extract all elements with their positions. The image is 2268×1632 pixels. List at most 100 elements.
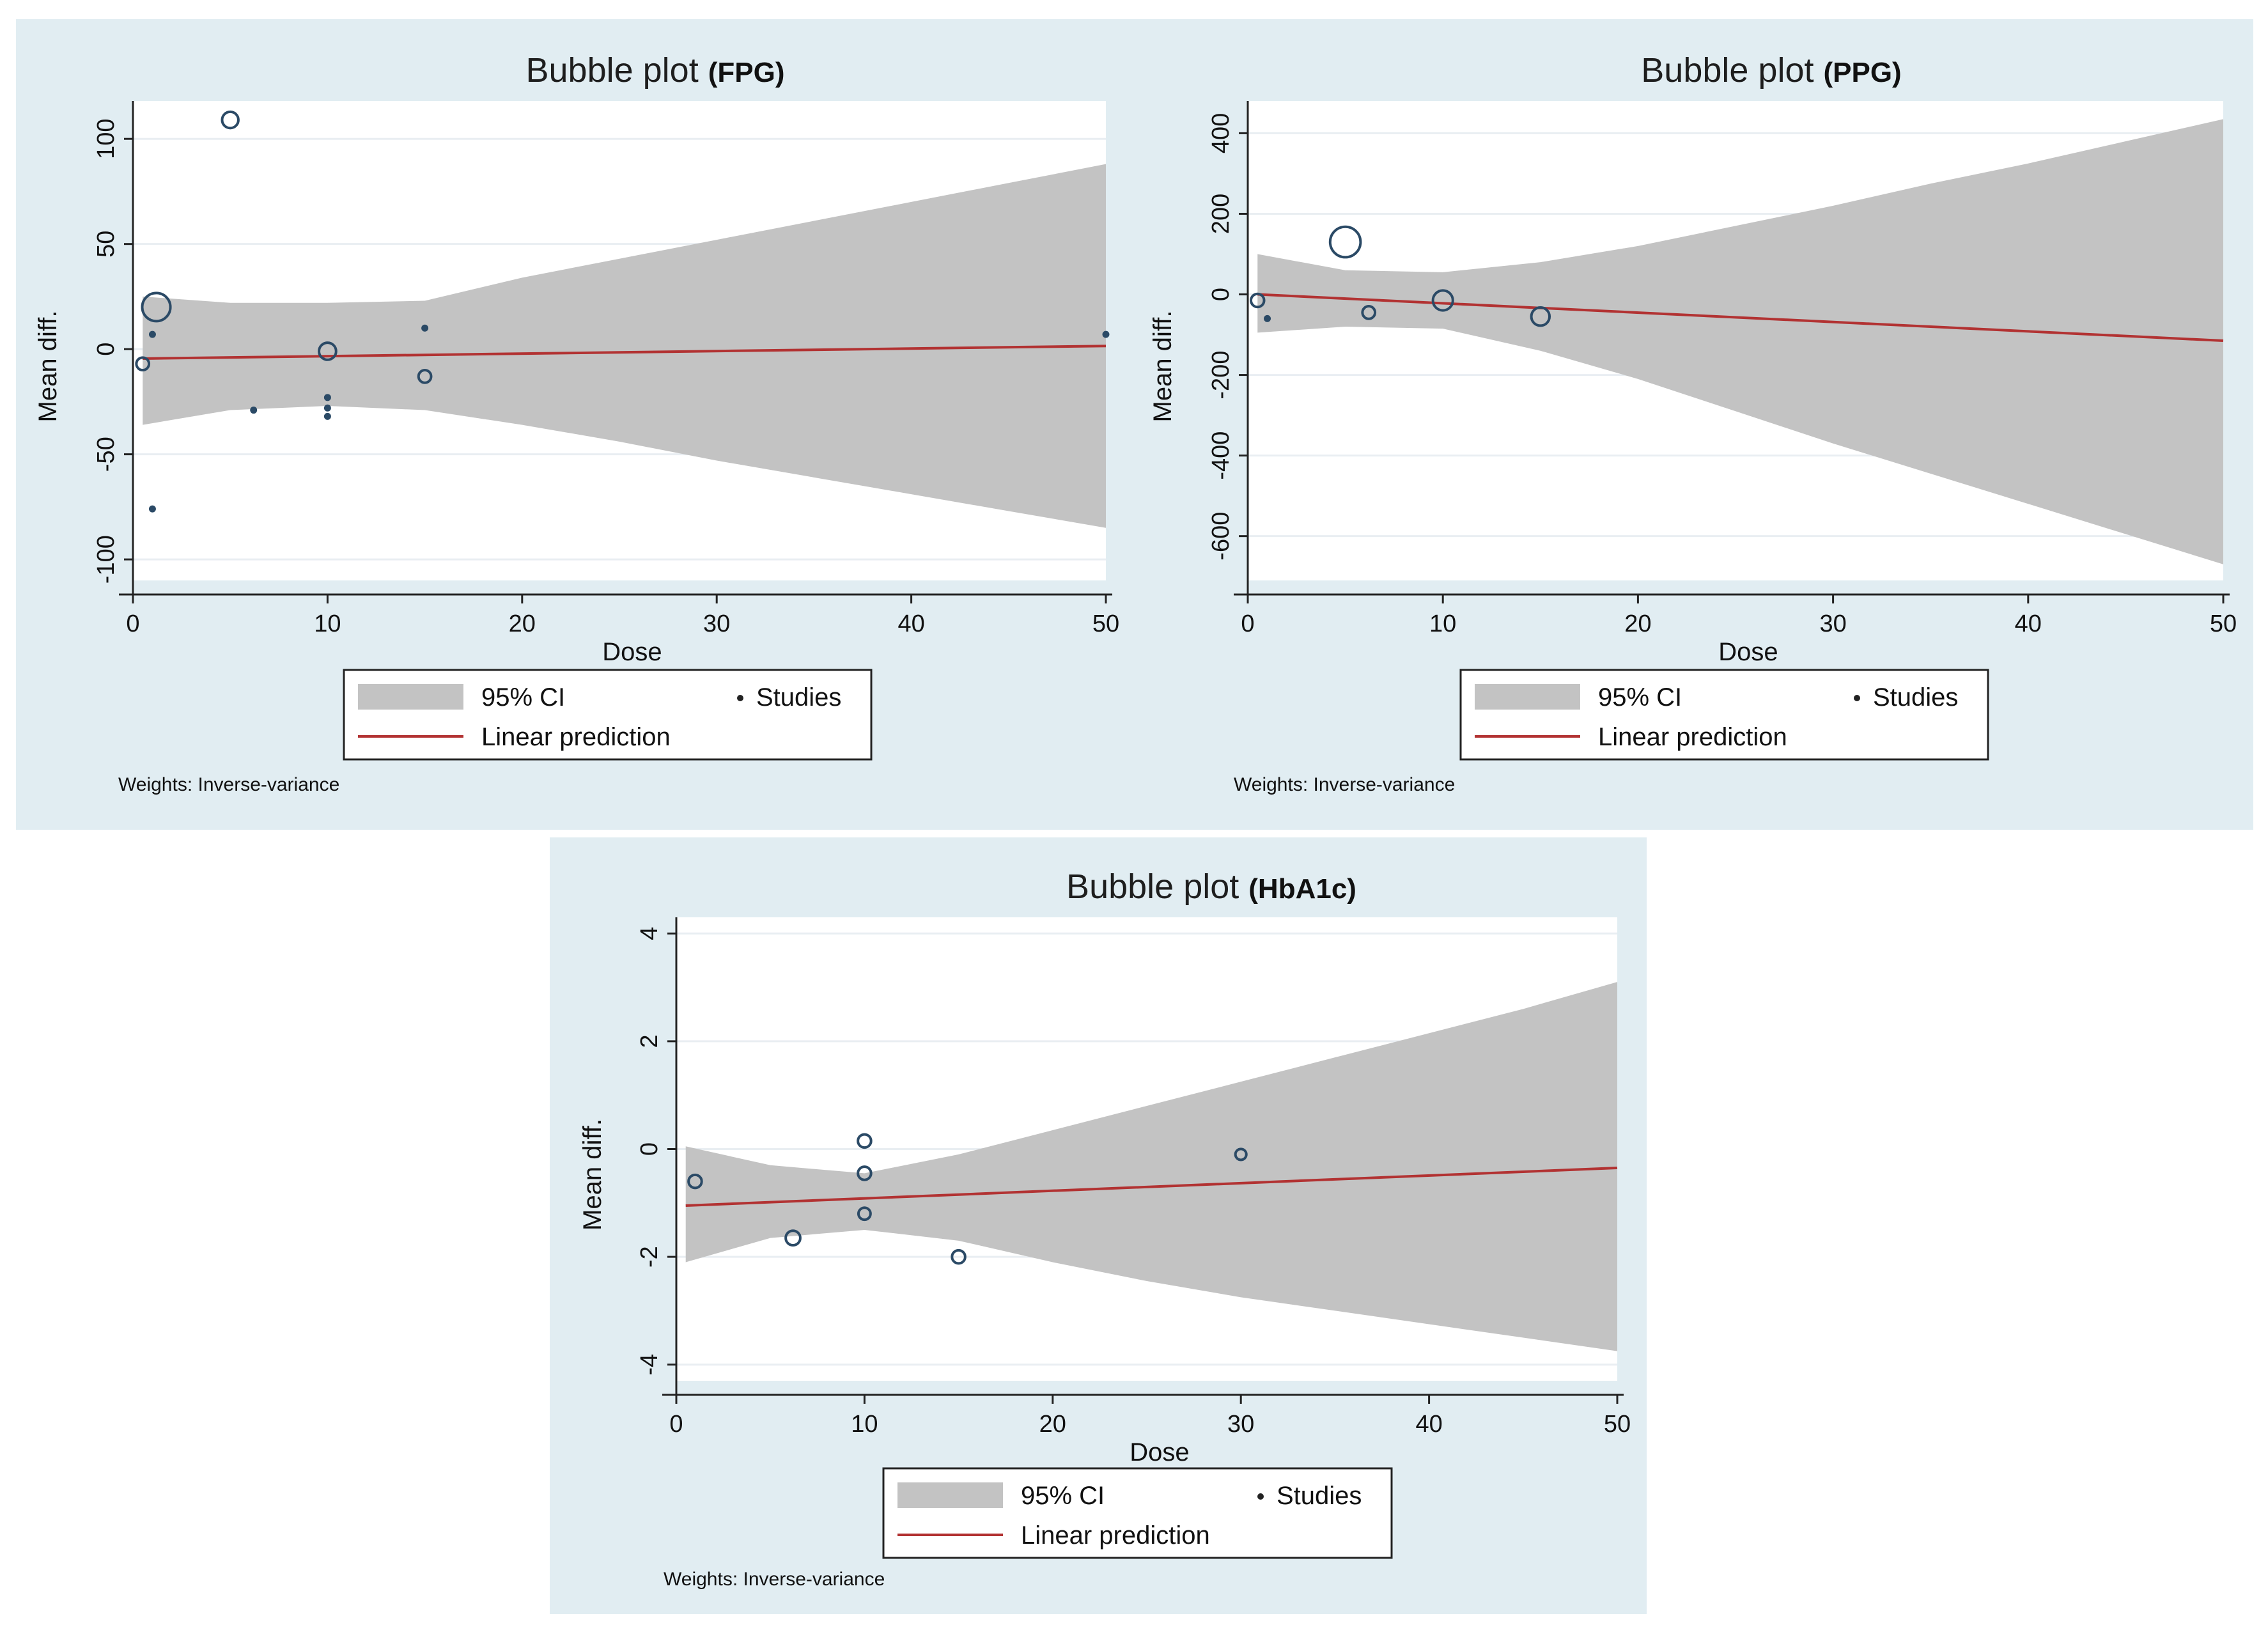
- x-tick-label: 30: [1227, 1411, 1254, 1438]
- y-tick-label: -50: [93, 437, 120, 472]
- legend-studies-label: Studies: [756, 683, 841, 711]
- y-tick-label: 0: [93, 343, 120, 356]
- x-tick-label: 10: [314, 610, 341, 637]
- chart-title-main: Bubble plot: [1066, 867, 1248, 906]
- study-bubble: [323, 404, 331, 412]
- study-bubble: [951, 1248, 967, 1265]
- legend: 95% CI Studies Linear prediction: [882, 1467, 1393, 1559]
- chart-title-main: Bubble plot: [1641, 51, 1823, 89]
- study-bubble: [323, 394, 331, 401]
- chart-title-main: Bubble plot: [526, 51, 708, 89]
- study-bubble: [784, 1229, 802, 1247]
- y-tick-label: -4: [636, 1354, 663, 1376]
- study-bubble: [1431, 289, 1454, 312]
- y-tick-label: 400: [1208, 113, 1234, 153]
- linear-prediction-line: [143, 345, 1107, 360]
- study-bubble: [857, 1133, 873, 1149]
- study-bubble: [148, 505, 156, 513]
- chart-title: Bubble plot (FPG): [526, 51, 785, 89]
- x-tick-label: 20: [1624, 610, 1651, 637]
- y-axis-label: Mean diff.: [34, 311, 62, 423]
- study-bubble: [687, 1173, 703, 1190]
- legend-ci-label: 95% CI: [1021, 1482, 1105, 1510]
- legend: 95% CI Studies Linear prediction: [343, 669, 873, 761]
- y-axis-label: Mean diff.: [1149, 311, 1177, 423]
- y-tick-label: 2: [636, 1034, 663, 1048]
- legend-ci-swatch: [1475, 684, 1580, 710]
- x-tick-label: 40: [1415, 1411, 1442, 1438]
- x-tick-label: 50: [1092, 610, 1119, 637]
- x-axis-label: Dose: [1130, 1438, 1189, 1466]
- study-bubble: [1249, 292, 1266, 309]
- weights-note: Weights: Inverse-variance: [118, 774, 339, 795]
- study-bubble: [1264, 315, 1271, 322]
- y-tick-label: 100: [93, 119, 120, 159]
- study-bubble: [141, 291, 172, 323]
- legend-ci-swatch: [897, 1482, 1003, 1508]
- x-tick-label: 20: [509, 610, 536, 637]
- legend: 95% CI Studies Linear prediction: [1459, 669, 1989, 761]
- x-tick-label: 10: [1429, 610, 1456, 637]
- y-tick-label: -600: [1208, 512, 1234, 561]
- y-tick-label: -400: [1208, 431, 1234, 480]
- study-bubble: [135, 356, 151, 372]
- chart-title-suffix: (PPG): [1823, 57, 1901, 88]
- legend-studies-label: Studies: [1277, 1482, 1362, 1510]
- y-tick-label: 0: [1208, 288, 1234, 301]
- x-tick-label: 0: [1241, 610, 1254, 637]
- legend-line-label: Linear prediction: [1021, 1521, 1210, 1550]
- y-tick-label: 200: [1208, 194, 1234, 234]
- study-bubble: [417, 369, 433, 384]
- y-tick-label: -2: [636, 1246, 663, 1268]
- legend-studies-marker: [1854, 695, 1860, 701]
- study-bubble: [323, 412, 331, 420]
- weights-note: Weights: Inverse-variance: [664, 1569, 885, 1590]
- ci-band: [1257, 119, 2223, 564]
- y-tick-label: -100: [93, 535, 120, 584]
- linear-prediction-line: [685, 1167, 1618, 1208]
- ci-band: [143, 164, 1107, 528]
- study-bubble: [1328, 225, 1362, 259]
- legend-line-label: Linear prediction: [481, 723, 671, 751]
- x-axis-label: Dose: [602, 638, 662, 666]
- x-tick-label: 40: [2015, 610, 2042, 637]
- x-tick-label: 50: [2210, 610, 2237, 637]
- legend-line-label: Linear prediction: [1598, 723, 1787, 751]
- y-tick-label: 4: [636, 927, 663, 940]
- legend-ci-label: 95% CI: [481, 683, 565, 711]
- x-tick-label: 50: [1604, 1411, 1631, 1438]
- ci-band: [685, 982, 1617, 1351]
- y-tick-label: -200: [1208, 351, 1234, 400]
- legend-studies-marker: [737, 695, 743, 701]
- study-bubble: [318, 341, 338, 361]
- study-bubble: [1361, 305, 1377, 320]
- chart-title-suffix: (FPG): [708, 57, 785, 88]
- study-bubble: [1102, 330, 1110, 338]
- x-tick-label: 10: [851, 1411, 878, 1438]
- weights-note: Weights: Inverse-variance: [1234, 774, 1455, 795]
- y-axis-label: Mean diff.: [579, 1119, 607, 1231]
- chart-title: Bubble plot (PPG): [1641, 51, 1901, 89]
- study-bubble: [1234, 1147, 1248, 1162]
- legend-studies-label: Studies: [1873, 683, 1958, 711]
- x-tick-label: 30: [703, 610, 730, 637]
- y-tick-label: 50: [93, 231, 120, 258]
- legend-ci-swatch: [358, 684, 463, 710]
- x-tick-label: 0: [669, 1411, 683, 1438]
- study-bubble: [250, 407, 258, 414]
- linear-prediction-line: [1257, 293, 2224, 342]
- x-tick-label: 40: [897, 610, 924, 637]
- legend-studies-marker: [1257, 1493, 1264, 1500]
- study-bubble: [857, 1206, 872, 1222]
- legend-ci-label: 95% CI: [1598, 683, 1682, 711]
- study-bubble: [421, 324, 429, 332]
- y-tick-label: 0: [636, 1142, 663, 1156]
- study-bubble: [148, 330, 156, 338]
- study-bubble: [221, 110, 240, 130]
- x-axis-label: Dose: [1718, 638, 1778, 666]
- study-bubble: [1530, 306, 1551, 327]
- x-tick-label: 30: [1819, 610, 1846, 637]
- chart-title: Bubble plot (HbA1c): [1066, 867, 1356, 906]
